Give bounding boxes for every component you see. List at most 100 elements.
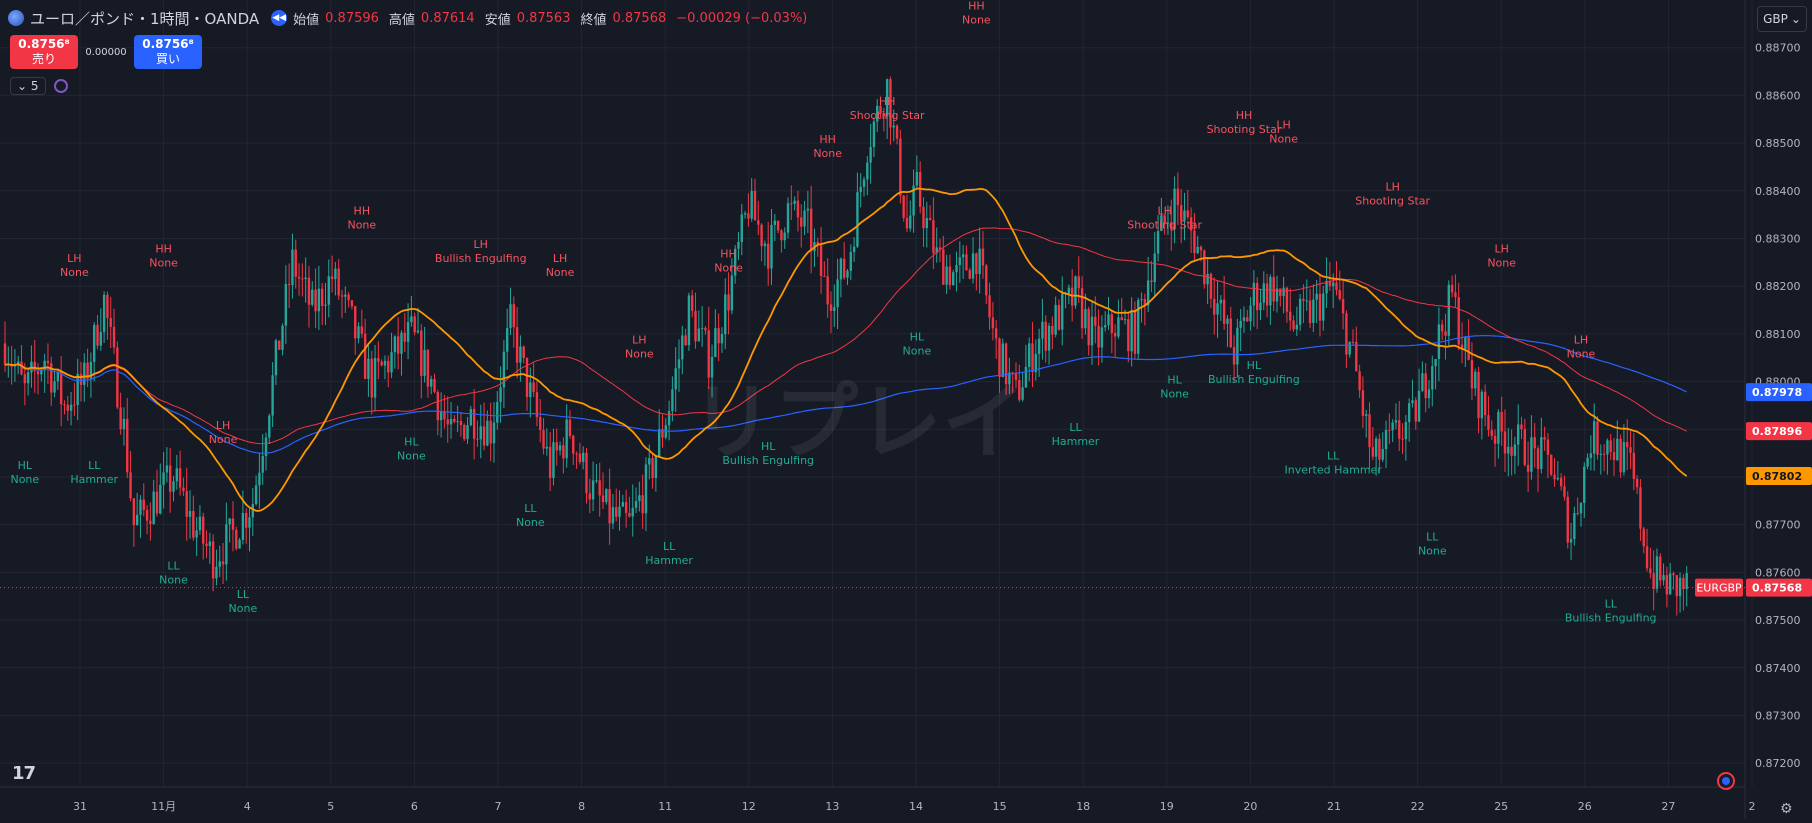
- candle-body[interactable]: [988, 295, 991, 318]
- candle-body[interactable]: [618, 506, 621, 517]
- candle-body[interactable]: [1176, 188, 1180, 206]
- candle-body[interactable]: [344, 294, 347, 297]
- candle-body[interactable]: [149, 520, 152, 525]
- candle-body[interactable]: [700, 327, 704, 329]
- candle-body[interactable]: [1292, 320, 1295, 330]
- candle-body[interactable]: [102, 294, 106, 333]
- candle-body[interactable]: [492, 422, 496, 444]
- candle-body[interactable]: [3, 343, 7, 365]
- candle-body[interactable]: [1255, 282, 1259, 311]
- candle-body[interactable]: [1583, 466, 1586, 503]
- candle-body[interactable]: [1431, 366, 1434, 390]
- candle-body[interactable]: [1510, 446, 1513, 456]
- candle-body[interactable]: [605, 489, 608, 503]
- candle-body[interactable]: [1097, 325, 1100, 348]
- candle-body[interactable]: [1672, 573, 1675, 576]
- candle-body[interactable]: [1117, 317, 1120, 337]
- candle-body[interactable]: [694, 310, 697, 342]
- candle-body[interactable]: [188, 511, 192, 517]
- candle-body[interactable]: [205, 543, 208, 546]
- candle-body[interactable]: [145, 509, 149, 521]
- candle-body[interactable]: [1414, 400, 1417, 422]
- candle-body[interactable]: [1477, 371, 1480, 419]
- candle-body[interactable]: [585, 452, 588, 494]
- candle-body[interactable]: [1556, 477, 1560, 480]
- candle-body[interactable]: [1441, 324, 1444, 332]
- candle-body[interactable]: [264, 437, 268, 457]
- candle-body[interactable]: [1113, 332, 1117, 337]
- candle-body[interactable]: [598, 480, 601, 496]
- candle-body[interactable]: [644, 464, 648, 514]
- candle-body[interactable]: [876, 105, 879, 122]
- candle-body[interactable]: [1467, 336, 1470, 361]
- candle-body[interactable]: [89, 361, 93, 379]
- candle-body[interactable]: [1497, 411, 1500, 444]
- candle-body[interactable]: [1087, 309, 1090, 346]
- candle-body[interactable]: [1239, 320, 1242, 328]
- candle-body[interactable]: [1616, 438, 1619, 461]
- candle-body[interactable]: [99, 332, 103, 346]
- candle-body[interactable]: [499, 387, 502, 403]
- candle-body[interactable]: [284, 283, 288, 326]
- candle-body[interactable]: [1219, 299, 1223, 304]
- candle-body[interactable]: [1355, 341, 1358, 372]
- candle-body[interactable]: [383, 360, 387, 366]
- candle-body[interactable]: [922, 206, 925, 229]
- candle-body[interactable]: [56, 371, 60, 382]
- candle-body[interactable]: [251, 504, 254, 518]
- candle-body[interactable]: [1464, 336, 1467, 350]
- candle-body[interactable]: [932, 220, 935, 254]
- candle-body[interactable]: [866, 162, 869, 180]
- candle-body[interactable]: [433, 379, 436, 392]
- candle-body[interactable]: [1579, 502, 1583, 514]
- candle-body[interactable]: [1037, 338, 1041, 354]
- candle-body[interactable]: [942, 249, 945, 285]
- buy-button[interactable]: 0.8756⁸ 買い: [134, 35, 202, 69]
- candle-body[interactable]: [1107, 314, 1110, 326]
- candle-body[interactable]: [1315, 293, 1318, 300]
- candle-body[interactable]: [826, 276, 829, 305]
- candle-body[interactable]: [43, 360, 46, 371]
- candle-body[interactable]: [86, 362, 89, 379]
- replay-icon[interactable]: ◀◀: [271, 10, 288, 26]
- candle-body[interactable]: [1216, 303, 1219, 315]
- candle-body[interactable]: [952, 272, 955, 286]
- candle-body[interactable]: [327, 276, 330, 305]
- candle-body[interactable]: [1186, 210, 1190, 218]
- candle-body[interactable]: [1576, 513, 1579, 515]
- candle-body[interactable]: [83, 362, 86, 385]
- candle-body[interactable]: [1404, 422, 1408, 440]
- candle-body[interactable]: [737, 241, 740, 249]
- tradingview-logo-icon[interactable]: 17: [12, 763, 36, 784]
- candle-body[interactable]: [558, 445, 562, 451]
- candle-body[interactable]: [1345, 313, 1348, 355]
- candle-body[interactable]: [849, 252, 853, 271]
- candle-body[interactable]: [1649, 568, 1652, 574]
- candle-body[interactable]: [684, 335, 687, 346]
- candle-body[interactable]: [938, 247, 942, 250]
- candle-body[interactable]: [426, 349, 430, 387]
- candle-body[interactable]: [902, 195, 905, 218]
- candle-body[interactable]: [1444, 331, 1447, 336]
- candle-body[interactable]: [591, 480, 595, 500]
- candle-body[interactable]: [1024, 366, 1028, 388]
- candle-body[interactable]: [945, 266, 948, 285]
- candle-body[interactable]: [965, 254, 968, 271]
- candle-body[interactable]: [109, 317, 112, 327]
- candle-body[interactable]: [244, 513, 248, 528]
- candle-body[interactable]: [998, 338, 1001, 377]
- candle-body[interactable]: [172, 481, 175, 492]
- candle-body[interactable]: [238, 539, 241, 549]
- candle-body[interactable]: [1411, 400, 1414, 404]
- candle-body[interactable]: [1424, 373, 1427, 399]
- candle-body[interactable]: [254, 485, 258, 505]
- candle-body[interactable]: [657, 429, 661, 457]
- candle-body[interactable]: [968, 270, 971, 279]
- candle-body[interactable]: [1302, 298, 1305, 301]
- candle-body[interactable]: [1229, 318, 1232, 348]
- candle-body[interactable]: [816, 242, 819, 246]
- candle-body[interactable]: [268, 415, 271, 438]
- candle-body[interactable]: [456, 421, 459, 423]
- candle-body[interactable]: [1041, 321, 1044, 339]
- candle-body[interactable]: [36, 371, 40, 375]
